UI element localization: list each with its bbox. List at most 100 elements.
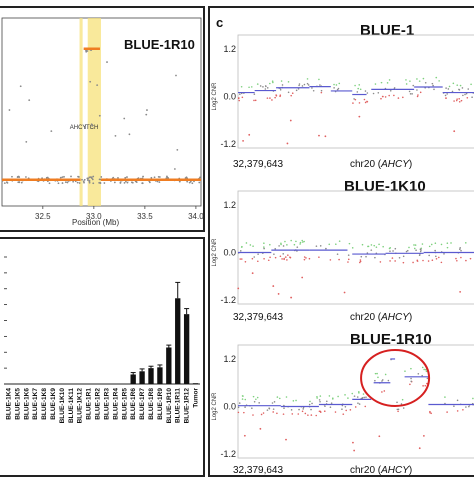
cnr-point [459, 247, 461, 249]
cnr-point [287, 81, 290, 83]
cnr-point [267, 259, 270, 262]
cnr-point [456, 84, 459, 86]
cnr-point [329, 259, 332, 261]
cnr-point [421, 243, 424, 245]
cnr-outlier-point [422, 434, 425, 437]
cnr-point [446, 246, 449, 249]
cnr-point [283, 407, 285, 410]
data-point [83, 178, 86, 181]
cnr-point [423, 368, 425, 371]
cnr-point [319, 84, 321, 86]
cnr-point [318, 256, 320, 258]
cnr-point [281, 258, 283, 260]
bar [175, 298, 181, 384]
cnr-point [408, 90, 411, 93]
cnr-point [396, 408, 399, 411]
cnr-point [263, 247, 265, 250]
cnr-outlier-point [277, 293, 280, 295]
data-point [166, 175, 168, 178]
cnr-point [349, 409, 352, 411]
cnr-point [319, 400, 321, 403]
cnr-point [422, 385, 424, 387]
data-point [112, 176, 115, 179]
cnr-point [419, 91, 422, 94]
cnr-point [462, 408, 464, 411]
cnr-point [389, 250, 391, 252]
cnr-point [301, 85, 304, 87]
cnr-point [345, 409, 347, 412]
cnr-outlier-point [237, 287, 240, 290]
cnr-point [237, 406, 240, 409]
cnr-point [338, 240, 341, 242]
cnr-point [448, 85, 451, 88]
cnr-point [244, 406, 246, 408]
cnr-point [251, 407, 253, 409]
highlight-band-itch [87, 18, 101, 206]
cnr-point [428, 254, 430, 257]
cnr-point [252, 414, 254, 416]
cnr-outlier-point [418, 447, 421, 450]
cnr-point [359, 88, 362, 91]
sub-panel-1-xgene-suffix: ) [408, 159, 413, 170]
cnr-point [364, 90, 367, 92]
cnr-point [440, 243, 443, 246]
cnr-point [413, 247, 416, 250]
cnr-point [320, 89, 323, 92]
cnr-point [283, 257, 285, 260]
cnr-point [424, 384, 427, 387]
cnr-point [290, 409, 293, 411]
data-point [145, 113, 148, 116]
cnr-point [370, 249, 373, 251]
cnr-point [279, 89, 282, 91]
cnr-point [347, 254, 350, 256]
sub-panel-3-xgene-prefix: chr20 ( [350, 465, 382, 476]
cnr-point [291, 92, 294, 95]
cnr-point [266, 97, 269, 99]
data-point [76, 181, 79, 184]
cnr-point [276, 412, 278, 415]
cnr-point [424, 81, 427, 84]
cnr-point [375, 246, 378, 248]
cnr-point [431, 82, 434, 85]
cnr-point [290, 94, 292, 97]
bar [166, 347, 172, 384]
data-point [99, 182, 102, 184]
cnr-point [320, 91, 323, 94]
cnr-point [358, 261, 361, 264]
cnr-outlier-point [324, 135, 327, 138]
cnr-point [250, 86, 253, 88]
cnr-point [361, 243, 364, 246]
x-tick-label: 32.5 [35, 212, 51, 221]
cnr-point [331, 398, 334, 400]
category-label: BLUE-1R2 [95, 388, 102, 420]
cnr-point [257, 253, 259, 255]
top-left-axes-box [1, 17, 202, 207]
data-point [142, 175, 144, 178]
cnr-point [452, 82, 455, 85]
cnr-point [282, 413, 285, 415]
cnr-point [462, 94, 464, 97]
cnr-point [307, 414, 309, 416]
cnr-point [380, 97, 382, 100]
cnr-point [337, 87, 340, 90]
cnr-point [437, 256, 440, 259]
cnr-point [263, 257, 265, 260]
cnr-point [354, 406, 357, 408]
cnr-point [446, 411, 448, 413]
cnr-point [417, 372, 420, 375]
sub-panel-2-chart: 1.2 0.0 -1.2 Log2 CNR [212, 190, 474, 305]
data-point [113, 181, 116, 184]
cnr-point [440, 261, 443, 264]
cnr-point [307, 84, 310, 86]
data-point [92, 182, 95, 185]
cnr-point [456, 399, 459, 402]
data-point [25, 140, 28, 143]
data-point [186, 180, 189, 183]
cnr-point [238, 97, 240, 99]
category-label: BLUE-1K10 [59, 388, 66, 424]
cnr-point [374, 372, 377, 375]
cnr-point [356, 91, 359, 93]
data-point [48, 182, 51, 185]
data-point [123, 181, 126, 184]
cnr-point [381, 380, 383, 382]
